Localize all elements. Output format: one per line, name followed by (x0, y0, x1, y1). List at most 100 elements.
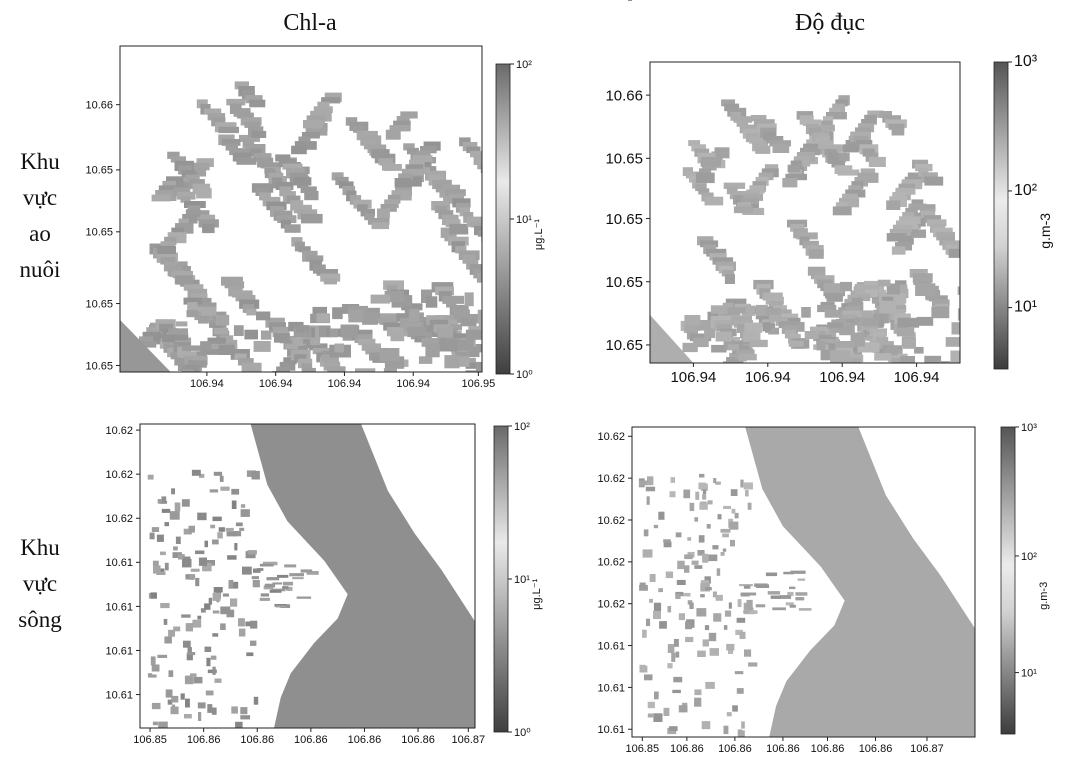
pond-pixel (421, 289, 433, 303)
land-pixel (275, 605, 287, 608)
pond-pixel (425, 296, 438, 308)
pond-pixel (305, 127, 328, 136)
column-title-turbidity: Độ đục (795, 10, 865, 36)
pond-pixel (182, 345, 201, 351)
pond-pixel (207, 113, 226, 121)
pond-pixel (772, 144, 790, 153)
pond-pixel (877, 279, 891, 287)
pond-pixel (693, 337, 709, 348)
land-pixel (640, 480, 648, 486)
pond-pixel (279, 361, 296, 371)
pond-pixel (367, 144, 387, 153)
pond-pixel (480, 164, 482, 174)
row-label-river: Khu vực sông (0, 530, 80, 638)
land-pixel (163, 618, 168, 625)
pond-pixel (827, 322, 844, 328)
pond-pixel (854, 127, 871, 136)
pond-pixel (702, 164, 717, 171)
colorbar-unit-label: μg.L⁻¹ (533, 219, 545, 250)
land-pixel (654, 691, 659, 700)
pond-pixel (441, 184, 461, 194)
pond-pixel (245, 95, 263, 104)
pond-pixel (867, 110, 884, 118)
land-pixel (190, 568, 200, 572)
pond-pixel (782, 178, 798, 188)
pond-pixel (848, 357, 862, 363)
land-pixel (289, 573, 304, 577)
land-pixel (173, 546, 178, 551)
land-pixel (169, 511, 180, 520)
pond-pixel (276, 366, 290, 372)
pond-pixel (277, 215, 297, 223)
land-pixel (744, 649, 752, 657)
pond-pixel (198, 302, 217, 311)
pond-pixel (828, 152, 850, 162)
land-pixel (197, 702, 206, 709)
pond-pixel (904, 229, 926, 238)
pond-pixel (229, 148, 250, 156)
land-pixel (685, 621, 692, 630)
land-pixel (191, 469, 201, 476)
land-pixel (151, 527, 160, 532)
colorbar-tick-label: 10² (514, 421, 530, 433)
pond-pixel (743, 193, 763, 201)
pond-pixel (736, 120, 749, 127)
pond-pixel (260, 162, 280, 169)
land-pixel (157, 499, 162, 504)
land-pixel (183, 556, 191, 561)
land-pixel (722, 533, 729, 538)
pond-pixel (915, 283, 936, 296)
colorbar-tick-label: 10² (516, 59, 532, 71)
land-pixel (672, 689, 681, 694)
pond-pixel (889, 228, 911, 236)
land-pixel (645, 486, 656, 492)
land-pixel (246, 652, 254, 657)
y-tick-label: 10.61 (105, 689, 133, 701)
land-pixel (647, 476, 654, 486)
pond-pixel (377, 208, 390, 218)
land-pixel (152, 560, 159, 567)
land-pixel (220, 486, 230, 491)
pond-pixel (790, 160, 802, 167)
pond-pixel (473, 155, 482, 165)
pond-pixel (183, 297, 202, 305)
land-pixel (213, 471, 223, 476)
pond-pixel (297, 181, 309, 189)
land-pixel (184, 714, 192, 719)
colorbar-tick-label: 10¹ (1021, 668, 1037, 680)
pond-pixel (478, 314, 482, 329)
pond-pixel (385, 129, 401, 140)
land-pixel (653, 610, 661, 620)
pond-pixel (749, 339, 768, 348)
land-pixel (736, 617, 746, 623)
pond-pixel (159, 323, 173, 332)
pond-pixel (475, 344, 482, 353)
colorbar-tick-label: 10⁰ (514, 727, 531, 739)
river-pixels (147, 424, 475, 728)
land-pixel (238, 628, 246, 637)
row-label-line: sông (18, 607, 62, 632)
land-pixel (704, 576, 711, 584)
pond-pixel (312, 306, 327, 315)
land-pixel (678, 613, 685, 621)
land-pixel (250, 640, 257, 646)
pond-pixel (275, 154, 291, 162)
land-pixel (737, 599, 742, 608)
pond-pixel (300, 186, 317, 193)
land-pixel (720, 552, 725, 556)
land-pixel (183, 528, 192, 535)
pond-pixel (758, 172, 774, 181)
land-pixel (230, 598, 238, 607)
x-tick-label: 106.87 (910, 743, 944, 755)
pond-pixel (402, 176, 422, 187)
land-pixel (185, 698, 190, 708)
pond-pixel (891, 127, 905, 136)
land-pixel (150, 592, 157, 599)
land-pixel (245, 621, 251, 627)
x-tick-label: 106.94 (328, 378, 362, 390)
y-tick-label: 10.61 (597, 682, 625, 694)
pond-pixel (895, 242, 912, 251)
pond-pixel (420, 146, 437, 154)
land-pixel (214, 678, 222, 683)
pond-pixel (733, 206, 753, 214)
